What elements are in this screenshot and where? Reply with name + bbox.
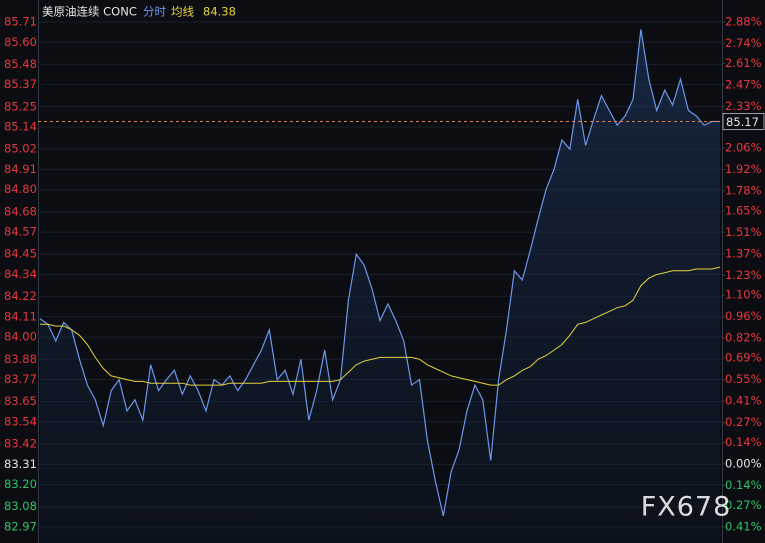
y-tick-label: 85.02 bbox=[4, 142, 37, 156]
y2-tick-label: 0.14% bbox=[725, 435, 762, 449]
y2-tick-label: 1.23% bbox=[725, 268, 762, 282]
y2-tick-label: 0.27% bbox=[725, 415, 762, 429]
y2-tick-label: 2.33% bbox=[725, 99, 762, 113]
y2-tick-label: 0.41% bbox=[725, 520, 762, 534]
watermark: FX678 bbox=[641, 492, 732, 523]
y2-tick-label: 2.74% bbox=[725, 36, 762, 50]
average-line bbox=[40, 266, 721, 386]
legend-entry: 分时 bbox=[143, 5, 166, 19]
y-tick-label: 84.80 bbox=[4, 182, 37, 196]
y-tick-label: 84.34 bbox=[4, 267, 37, 281]
y2-tick-label: 1.10% bbox=[725, 288, 762, 302]
y-tick-label: 83.77 bbox=[4, 372, 37, 386]
y-tick-label: 85.71 bbox=[4, 15, 37, 29]
y2-tick-label: 1.78% bbox=[725, 183, 762, 197]
y2-tick-label: 0.55% bbox=[725, 372, 762, 386]
legend-entry: 均线 bbox=[171, 5, 194, 19]
y-tick-label: 84.45 bbox=[4, 247, 37, 261]
last-price-box bbox=[722, 113, 765, 131]
y-tick-label: 83.54 bbox=[4, 414, 37, 428]
y-tick-label: 83.08 bbox=[4, 499, 37, 513]
y-tick-label: 84.22 bbox=[4, 289, 37, 303]
y2-tick-label: 0.41% bbox=[725, 394, 762, 408]
y2-tick-label: 0.00% bbox=[725, 457, 762, 471]
y-tick-label: 83.42 bbox=[4, 437, 37, 451]
header: 美原油连续 CONC 分时 均线 84.38 bbox=[42, 5, 236, 19]
y2-tick-label: 1.92% bbox=[725, 162, 762, 176]
y-tick-label: 83.88 bbox=[4, 352, 37, 366]
y-tick-label: 84.11 bbox=[4, 309, 37, 323]
y2-tick-label: 1.37% bbox=[725, 246, 762, 260]
y-tick-label: 82.97 bbox=[4, 520, 37, 534]
y2-tick-label: 0.27% bbox=[725, 498, 762, 512]
y2-tick-label: 0.14% bbox=[725, 478, 762, 492]
y-tick-label: 85.48 bbox=[4, 57, 37, 71]
y2-tick-label: 2.61% bbox=[725, 56, 762, 70]
y2-tick-label: 0.96% bbox=[725, 309, 762, 323]
y2-tick-label: 2.88% bbox=[725, 15, 762, 29]
last-price-label: 85.17 bbox=[726, 115, 759, 129]
y-tick-label: 85.14 bbox=[4, 120, 37, 134]
y2-tick-label: 0.82% bbox=[725, 331, 762, 345]
y-tick-label: 85.60 bbox=[4, 35, 37, 49]
y2-tick-label: 0.69% bbox=[725, 351, 762, 365]
price-line bbox=[39, 29, 720, 517]
y2-tick-label: 1.51% bbox=[725, 225, 762, 239]
price-area bbox=[40, 29, 720, 543]
y-tick-label: 85.25 bbox=[4, 99, 37, 113]
y-tick-label: 84.00 bbox=[4, 330, 37, 344]
avg-value: 84.38 bbox=[203, 5, 236, 19]
y-tick-label: 83.65 bbox=[4, 394, 37, 408]
y-tick-label: 83.31 bbox=[4, 457, 37, 471]
y2-tick-label: 1.65% bbox=[725, 203, 762, 217]
y2-tick-label: 2.06% bbox=[725, 140, 762, 154]
y-tick-label: 83.20 bbox=[4, 477, 37, 491]
y-tick-label: 84.57 bbox=[4, 225, 37, 239]
y-tick-label: 84.91 bbox=[4, 162, 37, 176]
chart-title: 美原油连续 CONC bbox=[42, 5, 137, 19]
y-tick-label: 85.37 bbox=[4, 77, 37, 91]
y-tick-label: 84.68 bbox=[4, 204, 37, 218]
y2-tick-label: 2.47% bbox=[725, 77, 762, 91]
